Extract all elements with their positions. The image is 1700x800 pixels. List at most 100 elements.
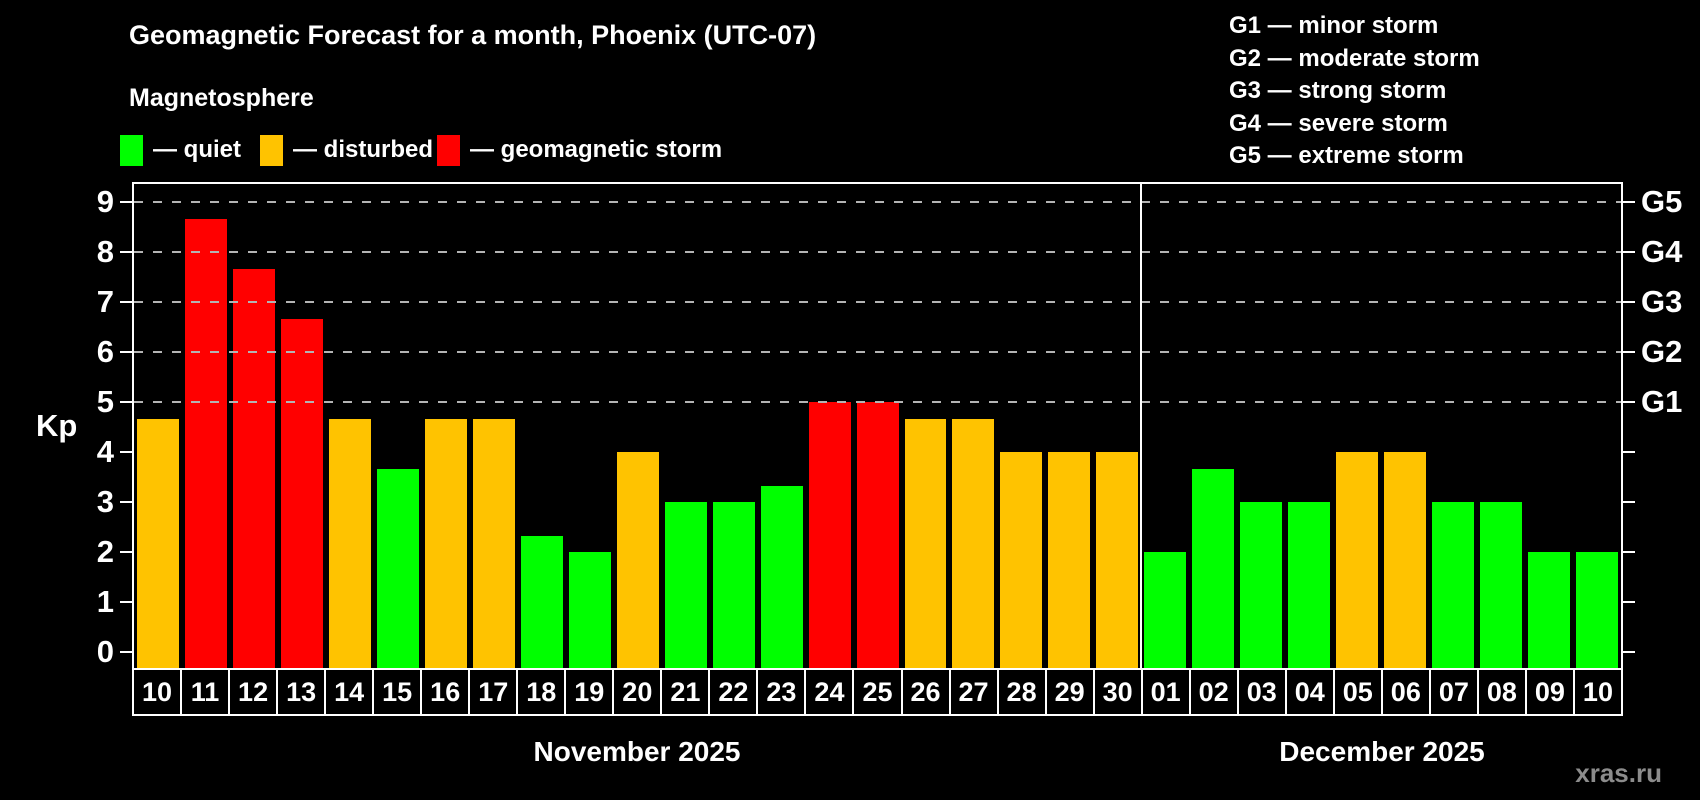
kp-bar-nov-27 <box>952 418 995 668</box>
g-scale-label-G5: G5 <box>1641 184 1683 219</box>
gridline-kp-7 <box>134 301 1621 303</box>
day-cell-dec-07: 07 <box>1428 670 1477 714</box>
y-tick-left-6 <box>120 351 132 353</box>
day-cell-nov-25: 25 <box>852 670 900 714</box>
bar-slot-nov-17 <box>470 184 518 668</box>
day-cell-nov-10: 10 <box>141 676 173 707</box>
bar-slot-dec-10 <box>1573 184 1621 668</box>
bar-slot-nov-11 <box>182 184 230 668</box>
day-cell-dec-01: 01 <box>1140 670 1189 714</box>
kp-bar-dec-03 <box>1240 502 1283 668</box>
day-cell-dec-02: 02 <box>1188 670 1237 714</box>
day-cell-nov-20: 20 <box>612 670 660 714</box>
kp-bar-nov-23 <box>760 485 803 668</box>
gridline-kp-9 <box>134 201 1621 203</box>
day-cell-nov-13: 13 <box>276 670 324 714</box>
gridline-kp-8 <box>134 251 1621 253</box>
disturbed-color-swatch <box>260 134 283 166</box>
kp-bar-nov-15 <box>376 468 419 668</box>
kp-bar-dec-07 <box>1432 502 1475 668</box>
y-tick-left-8 <box>120 251 132 253</box>
legend-item-disturbed: — disturbed <box>260 134 433 166</box>
day-cell-nov-22: 22 <box>708 670 756 714</box>
bar-slot-dec-06 <box>1381 184 1429 668</box>
bar-slot-dec-04 <box>1285 184 1333 668</box>
bar-slot-nov-25 <box>854 184 902 668</box>
bar-slot-nov-14 <box>326 184 374 668</box>
kp-bar-dec-09 <box>1528 552 1571 668</box>
day-cell-nov-30: 30 <box>1092 670 1141 714</box>
kp-bar-dec-06 <box>1384 452 1427 668</box>
kp-bar-nov-21 <box>664 502 707 668</box>
g5-legend-line: G5 — extreme storm <box>1229 142 1464 169</box>
day-cell-nov-15: 15 <box>372 670 420 714</box>
g3-legend-line: G3 — strong storm <box>1229 77 1447 104</box>
y-tick-right-2 <box>1623 551 1635 553</box>
legend-item-quiet: — quiet <box>120 134 241 166</box>
bar-slot-nov-29 <box>1045 184 1093 668</box>
kp-bar-nov-22 <box>712 502 755 668</box>
g4-legend-line: G4 — severe storm <box>1229 109 1448 137</box>
g-scale-label-G1: G1 <box>1641 384 1683 419</box>
y-tick-left-3 <box>120 501 132 503</box>
legend-item-storm: — geomagnetic storm <box>437 134 722 166</box>
day-cell-nov-17: 17 <box>468 670 516 714</box>
y-tick-label-7: 7 <box>96 284 114 319</box>
bar-slot-dec-09 <box>1525 184 1573 668</box>
day-cell-nov-16: 16 <box>420 670 468 714</box>
legend-label-quiet: — quiet <box>153 136 241 163</box>
y-tick-right-5 <box>1623 401 1635 403</box>
storm-color-swatch <box>437 134 460 166</box>
y-axis-label: Kp <box>36 408 78 443</box>
g2-legend-line: G2 — moderate storm <box>1229 44 1480 72</box>
g-scale-legend: G1 — minor storm G2 — moderate storm G3 … <box>1229 10 1480 173</box>
day-cell-nov-21: 21 <box>660 670 708 714</box>
bar-slot-nov-16 <box>422 184 470 668</box>
y-tick-label-8: 8 <box>96 234 114 269</box>
bar-slot-nov-27 <box>949 184 997 668</box>
kp-bar-dec-08 <box>1480 502 1523 668</box>
day-cell-nov-28: 28 <box>996 670 1045 714</box>
bar-slot-nov-15 <box>374 184 422 668</box>
y-tick-label-5: 5 <box>96 384 114 419</box>
kp-bar-nov-13 <box>280 318 323 668</box>
bar-slot-nov-30 <box>1093 184 1141 668</box>
bar-slot-dec-05 <box>1333 184 1381 668</box>
kp-bar-dec-10 <box>1576 552 1619 668</box>
bar-slot-nov-21 <box>662 184 710 668</box>
kp-bar-nov-16 <box>424 418 467 668</box>
kp-bar-nov-28 <box>1000 452 1043 668</box>
kp-bar-dec-05 <box>1336 452 1379 668</box>
day-cell-dec-03: 03 <box>1236 670 1285 714</box>
y-tick-label-4: 4 <box>96 434 114 469</box>
bar-slot-nov-12 <box>230 184 278 668</box>
g-scale-label-G3: G3 <box>1641 284 1683 319</box>
bar-slot-nov-26 <box>902 184 950 668</box>
y-tick-label-9: 9 <box>96 184 114 219</box>
day-cell-nov-24: 24 <box>804 670 852 714</box>
bar-slot-nov-23 <box>758 184 806 668</box>
kp-bar-nov-17 <box>472 418 515 668</box>
kp-bar-nov-14 <box>328 418 371 668</box>
legend-label-storm: — geomagnetic storm <box>470 136 723 163</box>
kp-bar-dec-04 <box>1288 502 1331 668</box>
month-label-december: December 2025 <box>1279 736 1485 767</box>
g-scale-label-G4: G4 <box>1641 234 1683 269</box>
day-cell-dec-08: 08 <box>1476 670 1525 714</box>
page-title: Geomagnetic Forecast for a month, Phoeni… <box>129 20 817 50</box>
y-tick-label-1: 1 <box>96 584 114 619</box>
y-tick-left-7 <box>120 301 132 303</box>
kp-bar-nov-11 <box>184 218 227 668</box>
xras-watermark: xras.ru <box>1575 758 1662 788</box>
kp-bar-nov-10 <box>137 418 179 668</box>
month-label-november: November 2025 <box>533 736 741 767</box>
magnetosphere-subtitle: Magnetosphere <box>129 84 314 112</box>
bar-slot-nov-18 <box>518 184 566 668</box>
bar-slot-nov-24 <box>806 184 854 668</box>
g1-legend-line: G1 — minor storm <box>1229 12 1439 39</box>
gridline-kp-5 <box>134 401 1621 403</box>
y-tick-left-1 <box>120 601 132 603</box>
kp-bar-nov-25 <box>856 402 899 668</box>
y-tick-right-3 <box>1623 501 1635 503</box>
